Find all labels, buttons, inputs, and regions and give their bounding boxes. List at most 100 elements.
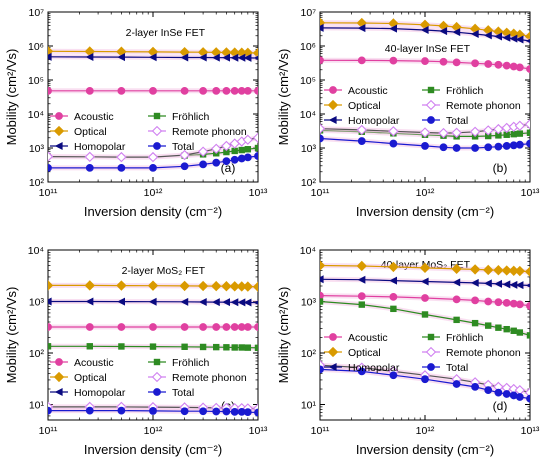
series-acoustic-point [502, 298, 511, 307]
series-total-point [502, 142, 511, 150]
legend-swatch-homopolar [328, 363, 337, 371]
series-homopolar-point [85, 297, 94, 306]
series-acoustic-point [526, 65, 530, 73]
series-total-point [212, 407, 221, 416]
legend-swatch-optical [327, 346, 339, 358]
legend-swatch-optical [53, 371, 65, 383]
legend-swatch-acoustic [329, 333, 337, 341]
legend-swatch-homopolar [328, 116, 337, 124]
legend-label-remote-phonon: Remote phonon [172, 372, 247, 384]
series-total-point [421, 142, 429, 150]
series-homopolar-point [452, 278, 461, 287]
series-homopolar-point [148, 297, 157, 306]
series-acoustic-point [484, 60, 493, 68]
series-homopolar-point [420, 26, 429, 35]
series-acoustic-point [85, 86, 94, 95]
series-fr-hlich-point [118, 343, 125, 350]
series-acoustic-point [199, 323, 207, 331]
series-remote-phonon-point [147, 151, 159, 163]
series-total-point [243, 153, 252, 162]
series-acoustic-point [389, 292, 398, 301]
series-remote-phonon-point [524, 119, 530, 130]
series-homopolar-point [230, 298, 239, 307]
series-fr-hlich-point [223, 344, 230, 351]
series-remote-phonon-point [48, 151, 54, 162]
series-acoustic-point [502, 61, 511, 70]
y-tick-label: 10³ [29, 143, 45, 155]
series-acoustic-point [471, 59, 479, 68]
series-total-point [494, 142, 503, 151]
panel-2: 10¹ 10² 10³ 10⁴ 10¹¹ 10¹² 10¹³ Inversion densit… [4, 245, 268, 457]
legend-swatch-remote-phonon [425, 346, 437, 358]
series-homopolar-point [320, 275, 324, 284]
panel-label: (d) [493, 399, 508, 413]
series-optical-point [242, 281, 254, 292]
series-acoustic-point [494, 298, 503, 307]
x-axis-label: Inversion density (cm⁻²) [84, 442, 222, 457]
series-fr-hlich-point [503, 325, 510, 333]
series-remote-phonon-point [116, 151, 127, 163]
series-acoustic-point [526, 302, 530, 310]
series-acoustic-point [439, 57, 448, 66]
legend: Acoustic Fröhlich Optical Remote phonon Homo… [324, 332, 521, 374]
series-homopolar-point [180, 53, 189, 62]
legend-swatch-acoustic [55, 358, 63, 366]
series-total-point [199, 160, 207, 169]
series-group [48, 46, 258, 172]
series-total-point [515, 393, 524, 401]
x-tick-label: 10¹³ [249, 425, 268, 437]
legend-label-remote-phonon: Remote phonon [172, 126, 247, 138]
series-fr-hlich-point [199, 343, 207, 351]
series-acoustic-point [85, 323, 94, 331]
series-homopolar-point [237, 53, 246, 62]
series-homopolar-point [470, 30, 479, 39]
series-optical-point [524, 31, 530, 42]
series-fr-hlich-point [510, 327, 517, 334]
series-homopolar-point [357, 24, 366, 33]
y-axis-label: Mobility (cm²/Vs) [276, 49, 291, 146]
series-total-point [471, 382, 479, 391]
series-homopolar-point [452, 28, 461, 37]
series-fr-hlich-point [358, 301, 365, 308]
series-optical-point [179, 280, 190, 292]
series-acoustic-point [471, 296, 479, 305]
x-tick-label: 10¹¹ [311, 187, 330, 199]
series-remote-phonon-point [179, 149, 190, 161]
series-optical-point [320, 260, 326, 271]
legend: Acoustic Fröhlich Optical Remote phonon Homo… [324, 85, 521, 127]
series-acoustic-point [320, 56, 324, 65]
series-fr-hlich-point [149, 343, 157, 350]
series-optical-point [501, 265, 512, 276]
legend-label-total: Total [172, 387, 194, 399]
series-optical-point [524, 266, 530, 277]
series-acoustic-point [389, 56, 398, 65]
series-fr-hlich-point [503, 131, 510, 138]
series-total-point [243, 408, 252, 417]
series-total-point [117, 406, 126, 415]
panel-label: (a) [221, 161, 236, 175]
series-fr-hlich-point [254, 344, 258, 352]
series-homopolar-point [509, 280, 518, 289]
legend-swatch-fr-hlich [427, 333, 435, 341]
series-remote-phonon-point [221, 140, 232, 152]
series-optical-point [48, 46, 54, 57]
series-total-point [180, 407, 189, 416]
series-optical-point [451, 263, 462, 275]
series-fr-hlich-point [244, 344, 252, 351]
series-homopolar-point [222, 298, 230, 307]
series-acoustic-point [254, 86, 258, 95]
series-homopolar-point [180, 297, 189, 306]
series-total-point [254, 408, 258, 417]
series-homopolar-point [502, 33, 511, 42]
series-remote-phonon-point [320, 123, 326, 134]
series-remote-phonon-point [388, 126, 399, 137]
series-total-point [222, 157, 231, 166]
legend-label-acoustic: Acoustic [74, 111, 114, 123]
series-optical-point [356, 260, 367, 272]
series-remote-phonon-point [524, 387, 530, 398]
series-homopolar-point [48, 297, 52, 306]
series-optical-point [197, 280, 209, 292]
series-total-point [389, 371, 398, 380]
y-tick-label: 10⁵ [28, 75, 44, 87]
series-fr-hlich-point [86, 343, 93, 350]
